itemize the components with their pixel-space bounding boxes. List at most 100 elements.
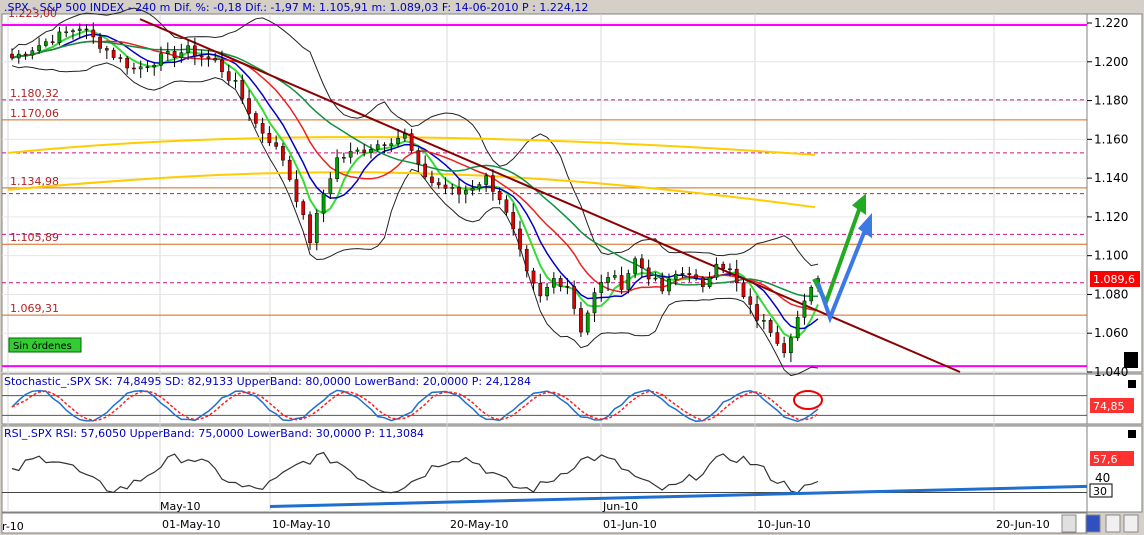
- window-icon[interactable]: [1105, 514, 1121, 533]
- candle-body-2: [23, 53, 28, 56]
- candle-body-102: [701, 277, 705, 287]
- candle-body-31: [220, 59, 224, 72]
- candlesticks: [10, 22, 820, 363]
- close-icon[interactable]: [1123, 514, 1139, 533]
- candle-body-110: [755, 304, 759, 321]
- candle-body-87: [599, 282, 604, 293]
- candle-body-111: [761, 320, 766, 322]
- moving-averages: [11, 29, 819, 339]
- candle-body-48: [335, 157, 339, 179]
- rsi-trend-label: 30: [1093, 485, 1107, 498]
- candle-body-30: [213, 58, 218, 61]
- panel-square-icon[interactable]: [1124, 352, 1138, 368]
- orders-badge[interactable]: [8, 337, 82, 353]
- level-label-7: 1.105,89: [10, 231, 59, 244]
- horizontal-levels: 1.180,32 1.170,06 1.134,98 1.105,89 1.069,31: [2, 23, 1087, 368]
- candle-body-37: [260, 123, 265, 134]
- candle-body-10: [77, 28, 82, 31]
- candle-body-75: [518, 228, 522, 250]
- rsi-panel: [1, 425, 1088, 513]
- candle-body-51: [355, 149, 360, 152]
- save-icon[interactable]: [1085, 514, 1101, 533]
- candle-body-104: [714, 263, 719, 278]
- stoch-sd-line: [11, 390, 819, 422]
- candle-body-8: [64, 31, 69, 34]
- rsi-lines: [2, 451, 1088, 508]
- candle-body-26: [186, 45, 190, 53]
- candle-body-39: [274, 142, 279, 147]
- price-ticks: 1.220 1.200 1.180 1.160 1.140 1.120 1.100 1.080…: [1087, 16, 1128, 379]
- candle-body-81: [558, 278, 563, 287]
- rsi-close-icon[interactable]: [1128, 430, 1136, 438]
- candle-body-79: [545, 287, 549, 297]
- blue-arrow-head: [858, 212, 872, 239]
- date-label-8: 20-Jun-10: [996, 518, 1050, 531]
- candle-body-118: [809, 286, 814, 302]
- candle-body-4: [37, 45, 41, 51]
- candle-body-29: [206, 56, 211, 59]
- candle-body-68: [470, 187, 475, 191]
- candle-body-117: [802, 300, 807, 318]
- stoch-close-icon[interactable]: [1128, 380, 1136, 388]
- candle-body-115: [789, 337, 793, 354]
- candle-body-82: [565, 286, 570, 288]
- candle-body-65: [450, 187, 455, 189]
- candle-body-88: [606, 277, 610, 283]
- candle-body-13: [98, 36, 102, 49]
- date-label-6: 01-Jun-10: [603, 518, 657, 531]
- ma-200-line: [7, 136, 816, 156]
- candle-body-83: [572, 286, 577, 309]
- candle-body-18: [132, 67, 136, 70]
- candle-body-7: [57, 31, 62, 43]
- candle-body-38: [267, 132, 272, 143]
- candle-body-72: [497, 191, 502, 200]
- price-tick-2: 1.180: [1094, 94, 1128, 108]
- trend-lines: [139, 18, 961, 373]
- candle-body-103: [707, 277, 712, 287]
- candle-body-43: [301, 201, 306, 215]
- price-tick-5: 1.120: [1094, 210, 1128, 224]
- price-tick-0: 1.220: [1094, 16, 1128, 30]
- level-label-4: 1.134,98: [10, 175, 59, 188]
- candle-body-78: [538, 282, 543, 297]
- bollinger-lower: [11, 62, 819, 377]
- ma-fast-line: [11, 29, 819, 339]
- current-price-label: 1.089,6: [1093, 273, 1135, 286]
- candle-body-91: [626, 273, 631, 290]
- price-tick-3: 1.160: [1094, 132, 1128, 146]
- downtrend-line: [139, 18, 961, 373]
- candle-body-109: [748, 296, 753, 305]
- price-tick-4: 1.140: [1094, 171, 1128, 185]
- candle-body-92: [633, 258, 637, 274]
- candle-body-25: [179, 52, 184, 58]
- candle-body-34: [240, 80, 245, 99]
- candle-body-76: [524, 248, 529, 272]
- candle-body-16: [118, 57, 123, 59]
- candle-body-33: [233, 80, 238, 82]
- candle-body-54: [375, 144, 380, 150]
- date-label-1: May-10: [160, 500, 201, 513]
- candle-body-96: [660, 277, 665, 292]
- candle-body-107: [734, 268, 739, 284]
- stoch-current-label: 74,85: [1093, 400, 1125, 413]
- candle-body-15: [111, 49, 116, 58]
- candle-body-20: [145, 66, 150, 68]
- candle-body-5: [44, 41, 48, 46]
- price-tick-8: 1.060: [1094, 326, 1128, 340]
- candle-body-95: [653, 277, 658, 280]
- candle-body-64: [443, 184, 448, 189]
- green-arrow-head: [852, 193, 866, 215]
- candle-body-66: [457, 187, 461, 195]
- top-cut-label: 1.223,00: [8, 7, 57, 20]
- price-tick-9: 1.040: [1094, 365, 1128, 379]
- candle-body-50: [348, 151, 353, 158]
- rsi-tick-40: 40: [1095, 471, 1110, 485]
- candle-body-114: [782, 343, 786, 354]
- candle-body-49: [342, 157, 346, 159]
- candle-body-99: [680, 273, 685, 275]
- candle-body-42: [294, 179, 299, 202]
- rsi-trend-line: [269, 484, 1088, 508]
- chart-type-icon[interactable]: [1061, 514, 1077, 533]
- candle-body-11: [84, 28, 89, 31]
- candle-body-9: [71, 30, 75, 33]
